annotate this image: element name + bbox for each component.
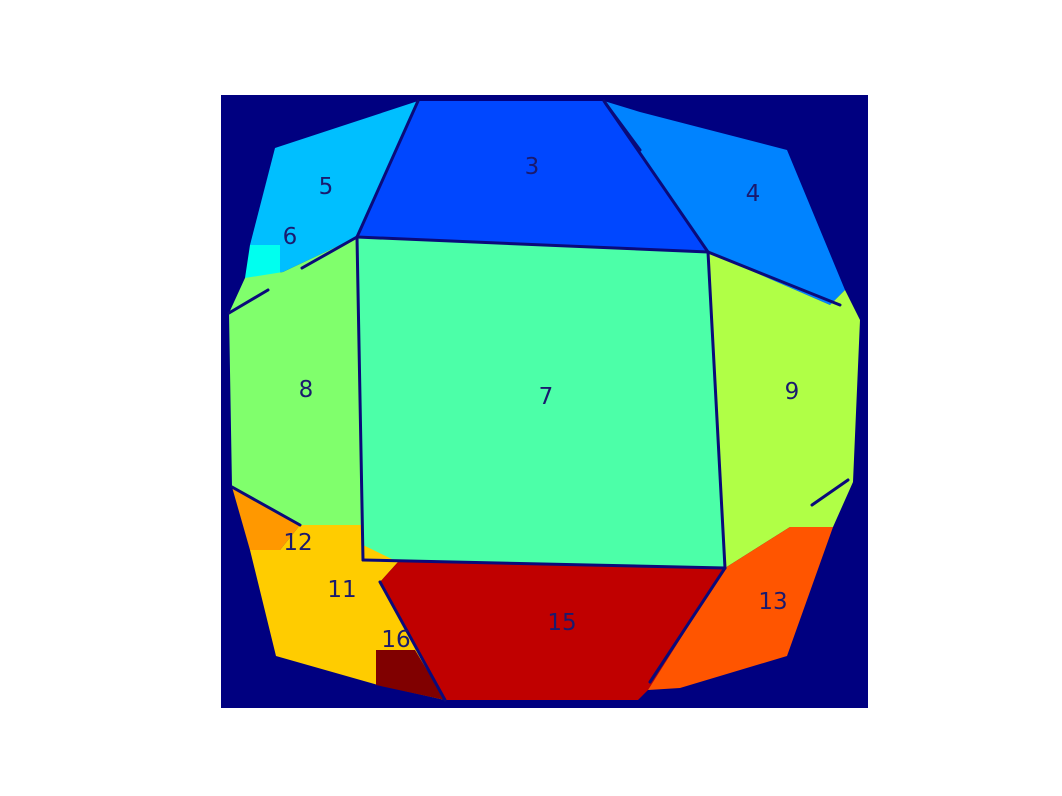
label-region-8: 8 [299,377,314,403]
region-12-face [232,487,300,550]
region-3-face [357,101,708,252]
label-region-13: 13 [758,589,787,615]
label-region-4: 4 [746,181,761,207]
label-region-7: 7 [539,384,554,410]
label-region-5: 5 [319,174,334,200]
region-boundaries [227,99,850,702]
region-labels: 3 4 5 6 7 8 9 11 12 13 15 16 [283,154,800,653]
label-region-11: 11 [327,577,356,603]
region-5-face [250,101,418,278]
region-15-face [363,560,725,700]
region-4-face [604,101,845,305]
region-16-face [376,650,445,700]
label-region-16: 16 [381,627,410,653]
label-region-15: 15 [547,610,576,636]
region-13-face [648,527,833,690]
region-9-face [708,252,860,568]
label-region-12: 12 [283,530,312,556]
label-region-6: 6 [283,224,298,250]
region-6-face [245,245,280,278]
label-region-9: 9 [785,379,800,405]
region-7-face [357,237,725,568]
label-region-3: 3 [525,154,540,180]
region-8-face [229,237,363,525]
